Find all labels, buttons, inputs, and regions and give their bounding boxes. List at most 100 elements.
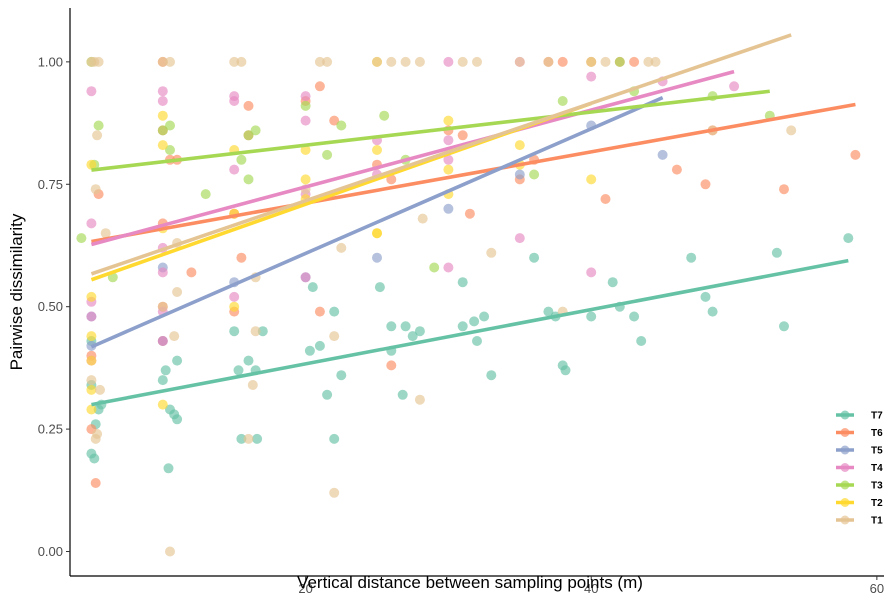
point-t1 <box>95 384 105 395</box>
legend-key-point-t7 <box>840 410 850 420</box>
point-t3 <box>429 262 440 273</box>
point-t7 <box>486 370 497 381</box>
point-t7 <box>686 252 697 263</box>
point-t7 <box>397 389 408 400</box>
point-t1 <box>90 433 101 444</box>
point-t2 <box>443 115 454 126</box>
point-t1 <box>586 56 597 67</box>
point-t7 <box>304 345 315 356</box>
point-t3 <box>336 120 347 131</box>
point-t3 <box>243 130 254 141</box>
point-t7 <box>636 336 647 346</box>
point-t7 <box>172 355 183 366</box>
y-tick-label: 0.00 <box>38 544 63 559</box>
fit-line-t5 <box>90 95 664 349</box>
y-ticks: 0.00 0.25 0.50 0.75 1.00 <box>38 54 70 559</box>
point-t4 <box>443 135 454 146</box>
point-t1 <box>165 546 175 557</box>
point-t7 <box>160 365 171 376</box>
point-t4 <box>229 164 240 175</box>
fit-line-t6 <box>91 102 856 244</box>
point-t7 <box>771 247 782 258</box>
point-t6 <box>671 164 682 175</box>
x-axis-title: Vertical distance between sampling point… <box>297 573 643 592</box>
point-t3 <box>93 120 104 131</box>
point-t1 <box>400 56 411 67</box>
point-t7 <box>472 336 482 346</box>
point-t1 <box>514 56 525 67</box>
point-t1 <box>157 56 168 67</box>
point-t7 <box>700 291 711 302</box>
point-t2 <box>586 174 597 185</box>
point-t6 <box>243 100 254 111</box>
point-t1 <box>169 331 180 342</box>
point-t5 <box>443 203 454 214</box>
point-t3 <box>300 100 311 111</box>
point-t3 <box>157 125 168 136</box>
fit-lines-layer <box>90 33 856 407</box>
point-t1 <box>92 130 103 141</box>
point-t4 <box>157 336 168 346</box>
point-t1 <box>486 247 497 258</box>
point-t4 <box>443 154 454 165</box>
point-t6 <box>464 208 475 219</box>
x-tick-label: 40 <box>584 581 598 596</box>
point-t1 <box>329 331 340 342</box>
point-t6 <box>386 360 397 371</box>
fit-line-t3 <box>91 89 770 172</box>
point-t7 <box>457 321 468 332</box>
point-t2 <box>86 331 97 342</box>
point-t1 <box>600 56 611 67</box>
point-t1 <box>165 56 175 67</box>
point-t3 <box>557 96 568 106</box>
y-axis-title: Pairwise dissimilarity <box>7 213 26 370</box>
y-tick-label: 0.75 <box>38 177 63 192</box>
point-t7 <box>543 306 554 317</box>
point-t7 <box>374 282 385 293</box>
point-t6 <box>457 130 468 141</box>
point-t2 <box>86 291 97 302</box>
legend-label-t7: T7 <box>871 411 883 422</box>
point-t4 <box>229 291 240 302</box>
point-t7 <box>414 326 425 337</box>
point-t4 <box>443 56 454 67</box>
legend-key-point-t5 <box>840 445 850 455</box>
point-t1 <box>414 56 425 67</box>
point-t2 <box>157 140 168 151</box>
point-t3 <box>200 189 211 200</box>
x-tick-label: 60 <box>870 581 884 596</box>
point-t1 <box>417 213 428 224</box>
point-t1 <box>336 242 347 253</box>
y-tick-label: 0.25 <box>38 422 63 437</box>
point-t7 <box>529 252 540 263</box>
point-t6 <box>186 267 197 278</box>
point-t7 <box>89 453 100 464</box>
point-t4 <box>229 96 240 106</box>
point-t1 <box>643 56 654 67</box>
point-t1 <box>322 56 333 67</box>
point-t7 <box>243 355 254 366</box>
point-t4 <box>514 233 525 244</box>
point-t7 <box>307 282 318 293</box>
point-t3 <box>614 56 625 67</box>
point-t7 <box>560 365 571 376</box>
point-t2 <box>372 228 382 239</box>
point-t7 <box>314 340 325 351</box>
point-t7 <box>843 233 854 244</box>
point-t1 <box>543 56 554 67</box>
point-t7 <box>400 321 411 332</box>
point-t7 <box>386 321 397 332</box>
point-t2 <box>514 140 525 151</box>
point-t2 <box>300 145 311 155</box>
point-t4 <box>443 262 454 273</box>
point-t2 <box>86 404 97 415</box>
point-t7 <box>233 365 244 376</box>
point-t7 <box>236 433 247 444</box>
point-t1 <box>414 394 425 405</box>
legend-key-point-t4 <box>840 463 850 472</box>
point-t4 <box>300 115 311 126</box>
point-t3 <box>322 149 333 160</box>
point-t2 <box>372 145 382 155</box>
point-t1 <box>372 56 382 67</box>
